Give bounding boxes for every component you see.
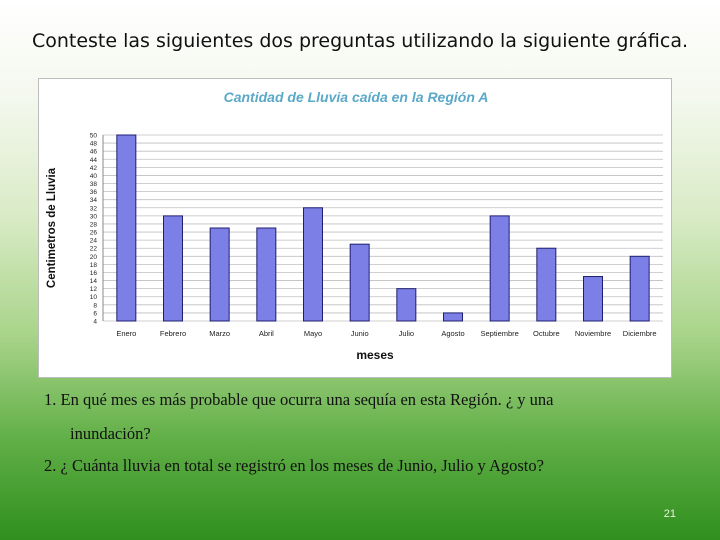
y-tick-label: 18: [90, 262, 98, 269]
bar-enero: [116, 134, 137, 322]
x-tick-label: Julio: [399, 329, 414, 338]
question-2: 2. ¿ Cuánta lluvia en total se registró …: [44, 456, 544, 475]
y-tick-label: 10: [90, 294, 98, 301]
y-tick-label: 14: [90, 278, 98, 285]
x-tick-label: Febrero: [160, 329, 186, 338]
y-tick-label: 20: [90, 254, 98, 261]
bar-octubre: [536, 247, 557, 322]
y-tick-label: 44: [90, 157, 98, 164]
x-tick-label: Octubre: [533, 329, 560, 338]
bar-marzo: [209, 227, 230, 322]
y-axis-label: Centimetros de Lluvia: [46, 167, 58, 288]
y-tick-label: 48: [90, 141, 98, 148]
y-tick-labels: 4681012141618202224262830323436384042444…: [90, 133, 98, 326]
bar-noviembre: [583, 276, 603, 322]
x-tick-label: Enero: [116, 329, 136, 338]
x-tick-labels: Enero Febrero Marzo Abril Mayo Junio Julio Agos…: [116, 329, 656, 338]
y-tick-label: 12: [90, 286, 98, 293]
bar-abril: [256, 227, 277, 322]
y-tick-label: 16: [90, 270, 98, 277]
chart-frame: Cantidad de Lluvia caída en la Región A …: [38, 78, 672, 378]
bar-mayo: [303, 207, 323, 322]
y-tick-label: 40: [90, 173, 98, 180]
bar-julio: [396, 288, 417, 322]
x-tick-label: Junio: [351, 329, 369, 338]
x-tick-label: Noviembre: [575, 329, 611, 338]
y-tick-label: 4: [93, 319, 97, 326]
x-tick-label: Diciembre: [623, 329, 657, 338]
x-tick-label: Mayo: [304, 329, 322, 338]
bar-febrero: [163, 215, 183, 322]
y-tick-label: 26: [90, 230, 98, 237]
y-tick-label: 8: [93, 302, 97, 309]
x-tick-label: Septiembre: [480, 329, 518, 338]
y-tick-label: 22: [90, 246, 98, 253]
bar-septiembre: [489, 215, 510, 322]
y-tick-label: 30: [90, 213, 98, 220]
x-tick-label: Abril: [259, 329, 274, 338]
y-tick-label: 24: [90, 238, 98, 245]
x-tick-label: Agosto: [441, 329, 464, 338]
bar-agosto: [443, 312, 463, 322]
y-tick-label: 28: [90, 221, 98, 228]
slide-title: Conteste las siguientes dos preguntas ut…: [31, 30, 689, 52]
gridlines: [102, 134, 663, 322]
y-tick-label: 38: [90, 181, 98, 188]
y-tick-label: 32: [90, 205, 98, 212]
y-tick-label: 36: [90, 189, 98, 196]
bar-junio: [349, 243, 370, 322]
bar-diciembre: [629, 255, 650, 322]
y-tick-label: 6: [93, 310, 97, 317]
y-tick-label: 34: [90, 197, 98, 204]
y-tick-label: 42: [90, 165, 98, 172]
page-number: 21: [663, 508, 676, 520]
y-tick-label: 50: [90, 133, 98, 140]
question-1-continuation: inundación?: [70, 424, 151, 443]
x-tick-label: Marzo: [209, 329, 230, 338]
chart-title: Cantidad de Lluvia caída en la Región A: [224, 89, 489, 105]
y-tick-label: 46: [90, 149, 98, 156]
rainfall-bar-chart: Cantidad de Lluvia caída en la Región A …: [46, 89, 663, 362]
question-1: 1. En qué mes es más probable que ocurra…: [44, 390, 554, 409]
bars: [116, 134, 650, 322]
x-axis-label: meses: [356, 348, 394, 362]
